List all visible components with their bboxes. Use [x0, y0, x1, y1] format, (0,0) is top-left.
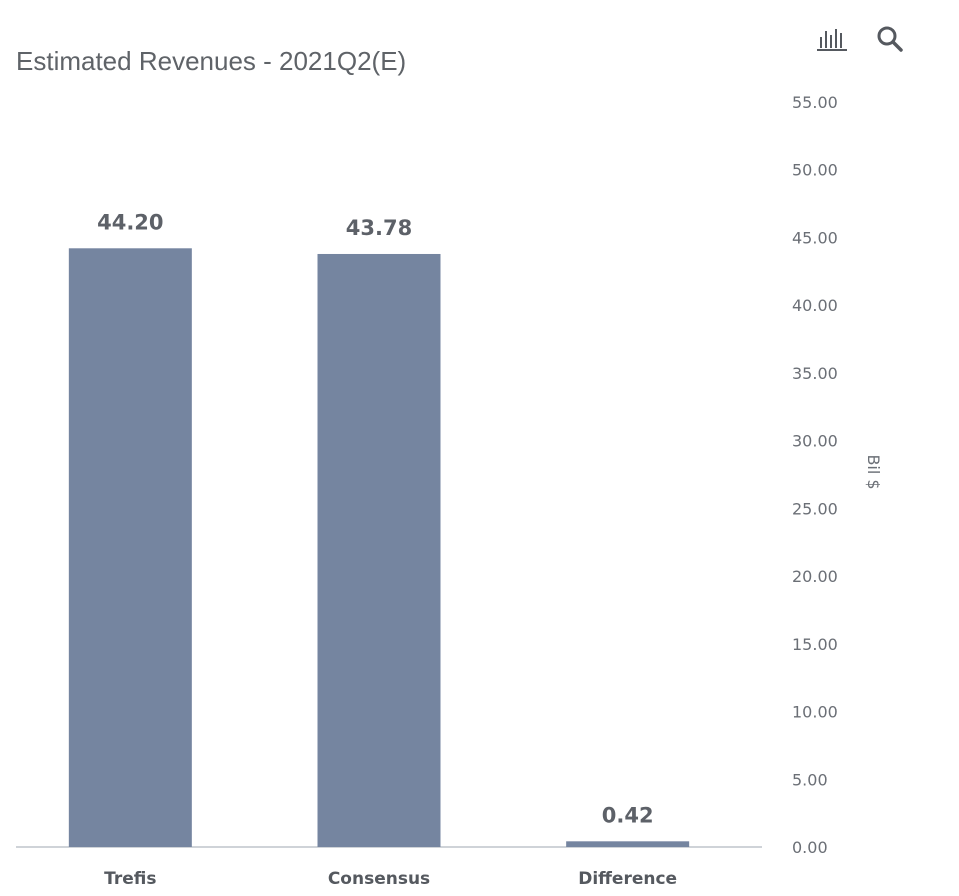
bar-chart-icon	[817, 29, 847, 51]
y-tick-label: 55.00	[792, 93, 838, 112]
data-label: 0.42	[602, 803, 654, 827]
bar[interactable]	[68, 248, 192, 848]
chart-type-button[interactable]	[812, 22, 852, 56]
search-icon	[877, 26, 903, 52]
y-tick-label: 15.00	[792, 635, 838, 654]
y-tick-label: 5.00	[792, 770, 828, 789]
y-tick-label: 25.00	[792, 499, 838, 518]
y-tick-label: 0.00	[792, 838, 828, 857]
data-labels: 44.20 43.78 0.42	[97, 210, 653, 827]
category-labels: Trefis Consensus Difference	[104, 869, 677, 889]
y-tick-label: 20.00	[792, 567, 838, 586]
data-label: 44.20	[97, 210, 163, 234]
category-label: Consensus	[328, 869, 430, 889]
y-axis-title: Bil $	[864, 454, 883, 489]
bar[interactable]	[566, 841, 690, 847]
y-tick-label: 10.00	[792, 703, 838, 722]
y-axis: 0.00 5.00 10.00 15.00 20.00 25.00 30.00 35.00 40…	[792, 93, 838, 857]
data-label: 43.78	[346, 216, 412, 240]
y-tick-label: 40.00	[792, 296, 838, 315]
y-tick-label: 45.00	[792, 228, 838, 247]
chart-toolbar	[812, 22, 912, 56]
search-button[interactable]	[870, 22, 910, 56]
y-tick-label: 50.00	[792, 161, 838, 180]
bar-series	[68, 248, 690, 848]
bar[interactable]	[317, 253, 441, 848]
chart-title: Estimated Revenues - 2021Q2(E)	[16, 46, 407, 76]
category-label: Difference	[578, 869, 677, 889]
y-tick-label: 35.00	[792, 364, 838, 383]
y-tick-label: 30.00	[792, 432, 838, 451]
category-label: Trefis	[104, 869, 156, 889]
